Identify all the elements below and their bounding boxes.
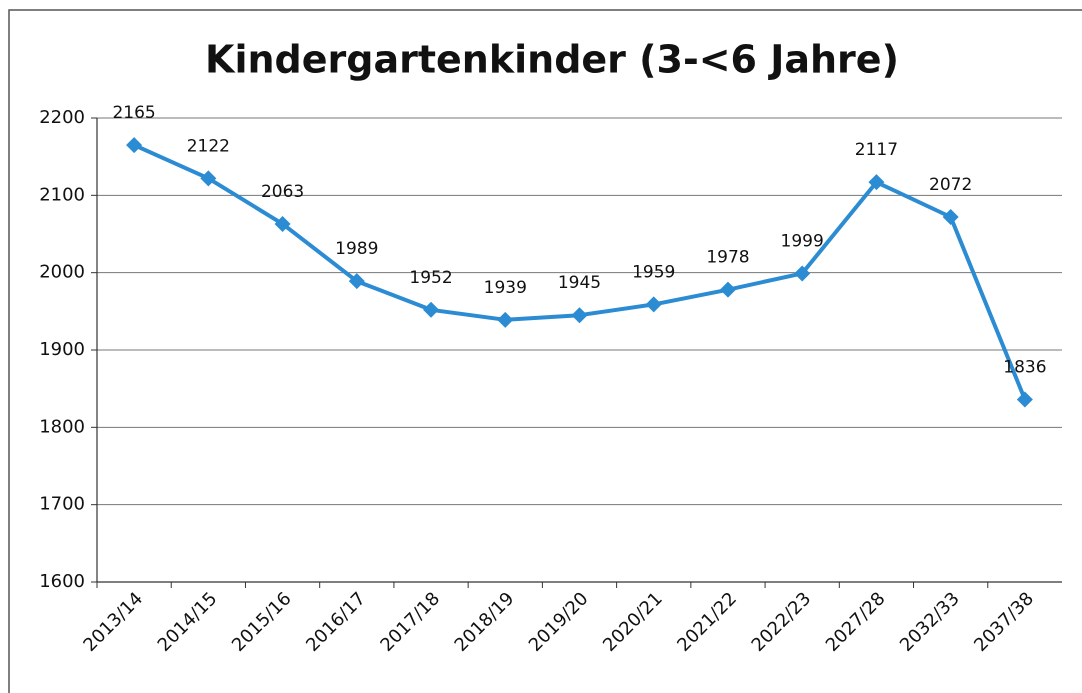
x-tick-label: 2021/22	[673, 588, 741, 656]
y-tick-label: 1800	[39, 416, 85, 437]
y-tick-label: 2100	[39, 184, 85, 205]
data-label: 2072	[929, 175, 972, 195]
x-tick-label: 2027/28	[822, 588, 890, 656]
chart-title: Kindergartenkinder (3-<6 Jahre)	[205, 38, 899, 82]
data-label: 2122	[187, 136, 230, 156]
x-tick-label: 2018/19	[451, 588, 519, 656]
x-tick-label: 2013/14	[79, 588, 147, 656]
y-tick-label: 1600	[39, 571, 85, 592]
y-tick-label: 2200	[39, 107, 85, 128]
data-label: 1959	[632, 262, 675, 282]
marker	[719, 281, 736, 298]
chart-frame	[8, 9, 1082, 693]
data-label: 2063	[261, 182, 304, 202]
y-tick-label: 2000	[39, 262, 85, 283]
data-label: 1978	[706, 248, 749, 268]
data-label: 1945	[558, 273, 601, 293]
marker	[126, 137, 143, 154]
marker	[348, 273, 365, 290]
marker	[942, 208, 959, 225]
data-label: 1836	[1003, 357, 1046, 377]
marker	[794, 265, 811, 282]
marker	[571, 307, 588, 324]
marker	[868, 174, 885, 191]
x-tick-label: 2022/23	[748, 588, 816, 656]
marker	[645, 296, 662, 313]
data-label: 1939	[484, 278, 527, 298]
data-label: 1999	[781, 231, 824, 251]
x-tick-label: 2019/20	[525, 588, 593, 656]
data-label: 1952	[409, 268, 452, 288]
x-tick-label: 2037/38	[970, 588, 1038, 656]
marker	[423, 301, 440, 318]
data-label: 1989	[335, 239, 378, 259]
marker	[497, 311, 514, 328]
marker	[1016, 391, 1033, 408]
y-tick-label: 1700	[39, 494, 85, 515]
x-tick-label: 2015/16	[228, 588, 296, 656]
y-tick-label: 1900	[39, 339, 85, 360]
data-label: 2165	[112, 103, 155, 123]
x-tick-label: 2020/21	[599, 588, 667, 656]
x-tick-label: 2016/17	[302, 588, 370, 656]
marker	[274, 215, 291, 232]
x-tick-label: 2032/33	[896, 588, 964, 656]
x-tick-label: 2017/18	[376, 588, 444, 656]
data-label: 2117	[855, 140, 898, 160]
x-tick-label: 2014/15	[154, 588, 222, 656]
marker	[200, 170, 217, 187]
